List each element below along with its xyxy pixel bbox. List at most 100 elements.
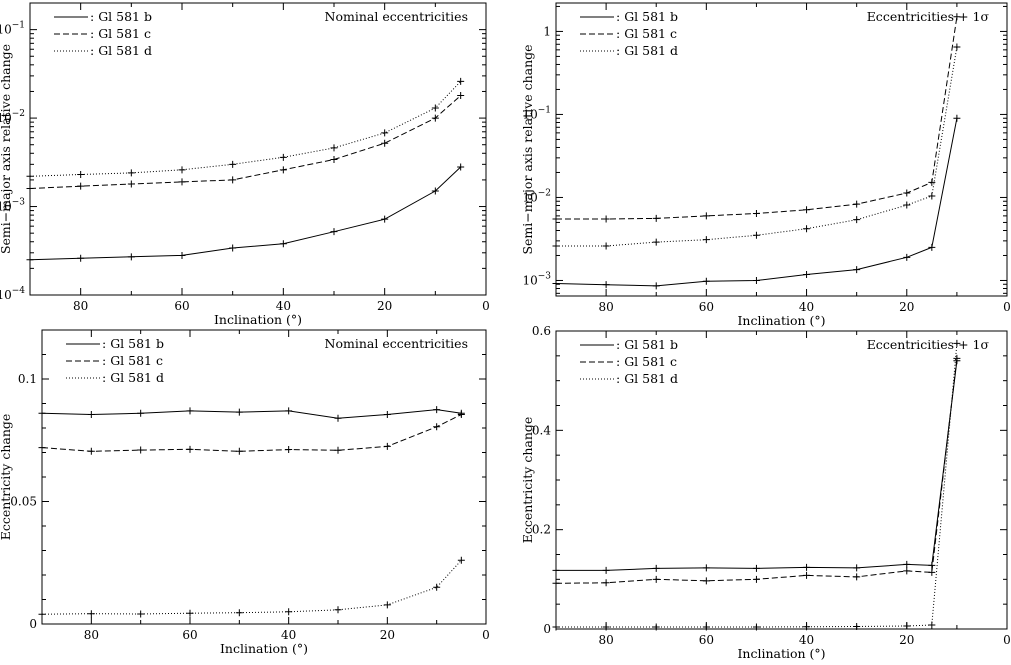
data-point-marker — [903, 189, 911, 197]
series-gl-581-d — [26, 77, 465, 180]
series-line — [29, 166, 462, 261]
series-gl-581-c — [552, 354, 961, 587]
data-point-marker — [602, 281, 610, 289]
series-line — [556, 360, 958, 571]
series-line — [556, 343, 958, 628]
data-point-marker — [87, 610, 95, 618]
data-point-marker — [381, 215, 389, 223]
panel-top-right: 80 60 40 20 0 10−3 10−2 10−1 1 Inclination (°) Sem… — [520, 2, 1011, 328]
data-point-marker — [285, 407, 293, 415]
data-point-marker — [803, 563, 811, 571]
data-point-marker — [903, 622, 911, 630]
y-axis-label: Eccentricity change — [0, 414, 13, 541]
y-tick-label: 10−3 — [0, 198, 25, 214]
data-point-marker — [457, 411, 465, 419]
data-point-marker — [431, 114, 439, 122]
data-point-marker — [87, 447, 95, 455]
series-gl-581-c — [552, 13, 961, 223]
x-tick-label: 20 — [899, 300, 914, 314]
data-point-marker — [330, 144, 338, 152]
x-tick-label: 20 — [899, 633, 914, 647]
y-tick-label: 10−1 — [0, 21, 25, 37]
data-point-marker — [235, 609, 243, 617]
data-point-marker — [330, 228, 338, 236]
y-tick-label: 10−4 — [0, 286, 25, 302]
data-point-marker — [381, 139, 389, 147]
y-axis-label: Semi−major axis relative change — [520, 44, 535, 254]
panel-annotation: Eccentricities + 1σ — [867, 9, 990, 24]
x-tick-label: 20 — [377, 299, 392, 313]
x-tick-label: 40 — [799, 300, 814, 314]
data-point-marker — [752, 210, 760, 218]
y-tick-label: 0 — [543, 622, 551, 636]
legend-entry: : Gl 581 b — [616, 9, 678, 24]
series-line — [556, 16, 958, 220]
data-point-marker — [383, 411, 391, 419]
data-point-marker — [853, 573, 861, 581]
y-tick-label: 0.4 — [532, 423, 551, 437]
data-point-marker — [853, 266, 861, 274]
data-point-marker — [127, 180, 135, 188]
data-point-marker — [137, 610, 145, 618]
panel-annotation: Nominal eccentricities — [325, 336, 468, 351]
data-point-marker — [137, 409, 145, 417]
y-tick-label: 10−3 — [522, 271, 551, 287]
legend-entry: : Gl 581 c — [90, 26, 151, 41]
data-point-marker — [127, 169, 135, 177]
series-gl-581-d — [552, 339, 961, 631]
data-point-marker — [602, 623, 610, 631]
data-point-marker — [752, 575, 760, 583]
data-point-marker — [137, 446, 145, 454]
data-point-marker — [652, 623, 660, 631]
data-point-marker — [652, 282, 660, 290]
data-point-marker — [928, 243, 936, 251]
data-point-marker — [803, 206, 811, 214]
legend-entry: : Gl 581 b — [90, 9, 152, 24]
y-tick-label: 10−1 — [522, 105, 551, 121]
data-point-marker — [383, 601, 391, 609]
series-line — [29, 81, 462, 177]
data-point-marker — [334, 446, 342, 454]
y-tick-label: 10−2 — [522, 188, 551, 204]
data-point-marker — [433, 406, 441, 414]
panel-annotation: Nominal eccentricities — [325, 9, 468, 24]
data-point-marker — [702, 564, 710, 572]
data-point-marker — [853, 200, 861, 208]
x-tick-label: 0 — [482, 628, 490, 642]
legend-entry: : Gl 581 d — [616, 43, 678, 58]
data-point-marker — [903, 560, 911, 568]
x-tick-label: 80 — [598, 633, 613, 647]
data-point-marker — [803, 271, 811, 279]
data-point-marker — [433, 423, 441, 431]
y-tick-label: 10−2 — [0, 109, 25, 125]
y-tick-label: 1 — [543, 24, 551, 38]
data-point-marker — [702, 277, 710, 285]
data-point-marker — [178, 166, 186, 174]
panel-annotation: Eccentricities + 1σ — [867, 337, 990, 352]
data-point-marker — [803, 225, 811, 233]
data-point-marker — [186, 407, 194, 415]
data-point-marker — [702, 623, 710, 631]
data-point-marker — [552, 242, 560, 250]
data-point-marker — [229, 176, 237, 184]
data-point-marker — [552, 566, 560, 574]
data-point-marker — [953, 339, 961, 347]
series-gl-581-b — [552, 357, 961, 574]
series-line — [41, 409, 462, 419]
data-point-marker — [652, 238, 660, 246]
data-point-marker — [77, 254, 85, 262]
data-point-marker — [235, 447, 243, 455]
data-point-marker — [285, 446, 293, 454]
data-point-marker — [928, 178, 936, 186]
series-gl-581-b — [38, 406, 465, 422]
y-tick-label: 0.1 — [18, 372, 37, 386]
series-gl-581-b — [26, 163, 465, 264]
data-point-marker — [38, 444, 46, 452]
data-point-marker — [853, 623, 861, 631]
data-point-marker — [853, 564, 861, 572]
data-point-marker — [652, 214, 660, 222]
data-point-marker — [229, 244, 237, 252]
data-point-marker — [229, 160, 237, 168]
x-tick-label: 60 — [699, 300, 714, 314]
data-point-marker — [602, 242, 610, 250]
